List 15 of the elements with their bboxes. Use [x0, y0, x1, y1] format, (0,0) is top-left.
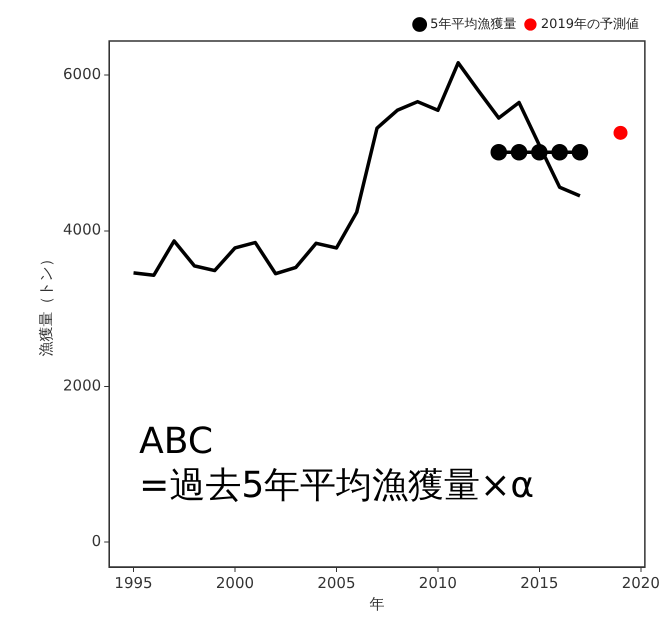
x-axis-title: 年 — [370, 594, 385, 613]
y-tick-label: 2000 — [62, 376, 102, 394]
y-tick-label: 0 — [92, 532, 102, 550]
x-tick-label: 2005 — [317, 574, 356, 592]
y-axis-title: 漁獲量（トン） — [36, 252, 55, 356]
y-tick-label: 4000 — [62, 220, 102, 239]
legend-label: 2019年の予測値 — [540, 16, 640, 32]
x-tick-label: 1995 — [114, 574, 153, 592]
y-tick-label: 6000 — [62, 65, 102, 84]
x-tick-label: 2010 — [418, 574, 457, 592]
x-tick-label: 2020 — [622, 574, 660, 592]
annotation: ABC =過去5年平均漁獲量×α — [139, 421, 534, 506]
legend-label: 5年平均漁獲量 — [430, 16, 516, 32]
x-tick-label: 2000 — [216, 574, 254, 592]
x-tick-label: 2015 — [520, 574, 558, 592]
